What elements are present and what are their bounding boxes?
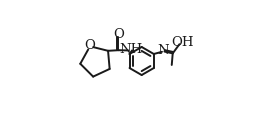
- Text: OH: OH: [171, 36, 193, 49]
- Text: O: O: [113, 28, 124, 41]
- Text: O: O: [84, 39, 95, 52]
- Text: N: N: [157, 44, 169, 57]
- Text: NH: NH: [120, 43, 143, 56]
